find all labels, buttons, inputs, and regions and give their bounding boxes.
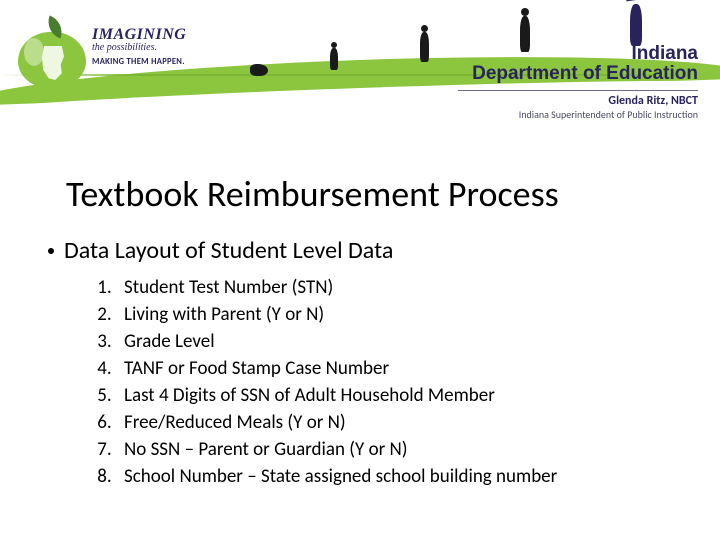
superintendent-name: Glenda Ritz, NBCT bbox=[398, 94, 698, 108]
data-layout-list: Student Test Number (STN) Living with Pa… bbox=[116, 275, 688, 491]
apple-icon bbox=[18, 24, 90, 90]
list-item: Free/Reduced Meals (Y or N) bbox=[116, 410, 688, 437]
dept-name-line2: Department of Education bbox=[472, 63, 698, 84]
bullet-text: Data Layout of Student Level Data bbox=[64, 236, 393, 265]
department-name: Indiana Department of Education bbox=[398, 44, 698, 84]
list-item: Last 4 Digits of SSN of Adult Household … bbox=[116, 383, 688, 410]
silhouette-crawl-icon bbox=[250, 64, 268, 76]
list-item: No SSN – Parent or Guardian (Y or N) bbox=[116, 437, 688, 464]
bullet-item: Data Layout of Student Level Data bbox=[48, 236, 688, 265]
silhouette-child-icon bbox=[330, 48, 338, 70]
dept-name-line1: Indiana bbox=[631, 43, 698, 64]
slide-content: Textbook Reimbursement Process Data Layo… bbox=[0, 150, 720, 491]
list-item: School Number – State assigned school bu… bbox=[116, 464, 688, 491]
header-banner: IMAGINING the possibilities. MAKING THEM… bbox=[0, 0, 720, 150]
logo-line3: MAKING THEM HAPPEN. bbox=[92, 57, 252, 67]
divider bbox=[458, 90, 698, 91]
imagining-logo: IMAGINING the possibilities. MAKING THEM… bbox=[18, 6, 166, 116]
silhouette-graduate-icon bbox=[630, 4, 642, 46]
list-item: Living with Parent (Y or N) bbox=[116, 302, 688, 329]
list-item: TANF or Food Stamp Case Number bbox=[116, 356, 688, 383]
logo-text: IMAGINING the possibilities. MAKING THEM… bbox=[92, 26, 252, 67]
slide-title: Textbook Reimbursement Process bbox=[66, 172, 688, 216]
list-item: Student Test Number (STN) bbox=[116, 275, 688, 302]
department-block: Indiana Department of Education Glenda R… bbox=[398, 44, 698, 121]
bullet-dot-icon bbox=[48, 248, 54, 254]
superintendent-role: Indiana Superintendent of Public Instruc… bbox=[398, 108, 698, 121]
list-item: Grade Level bbox=[116, 329, 688, 356]
